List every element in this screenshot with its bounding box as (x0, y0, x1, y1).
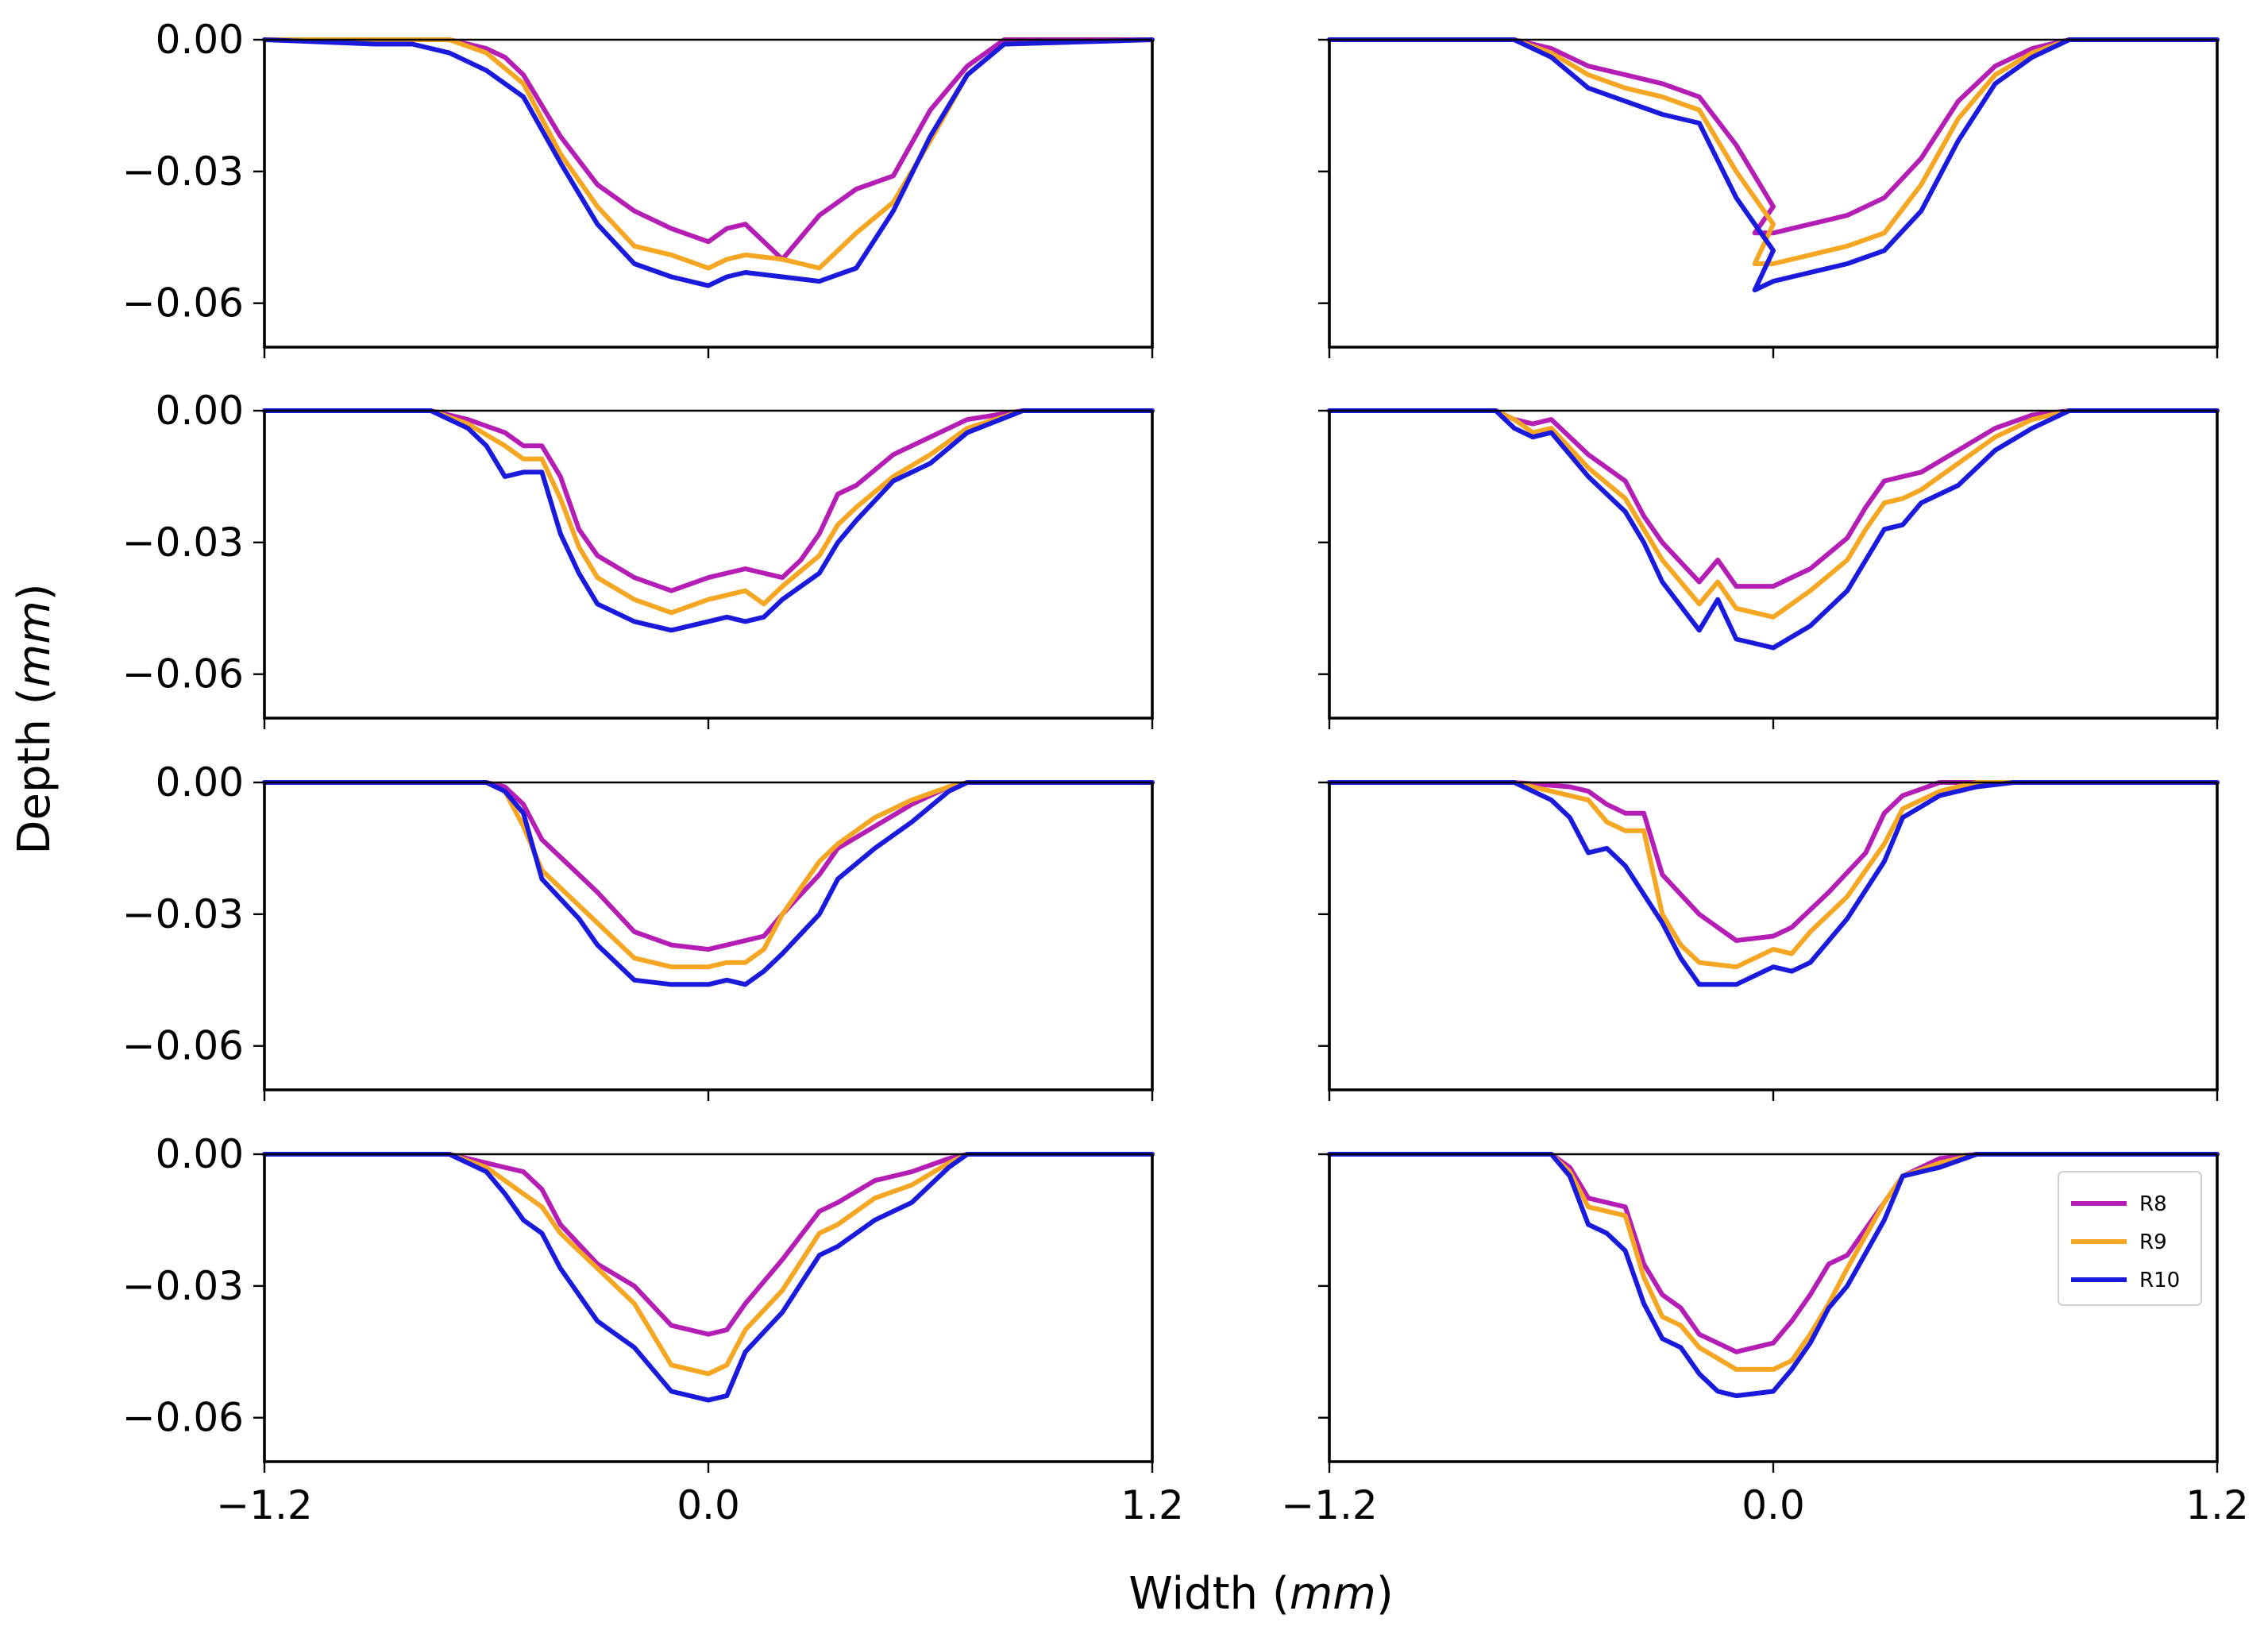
y-tick-label: −0.03 (122, 891, 244, 937)
series-line-r8 (1327, 780, 2220, 943)
y-tick-label: −0.06 (122, 280, 244, 326)
legend-label-r9: R9 (2139, 1230, 2167, 1254)
subplot-row3-left: 0.00 −0.03 −0.06 (122, 759, 1155, 1101)
y-tick-label: 0.00 (156, 1131, 244, 1177)
y-tick-label: −0.03 (122, 149, 244, 195)
x-tick-label: −1.2 (216, 1482, 312, 1528)
y-axis-label-open-paren: ( (9, 687, 60, 705)
series-line-r10 (1327, 37, 2220, 293)
series-line-r8 (262, 780, 1155, 952)
axes-frame (263, 1154, 1154, 1463)
axes-frame (1328, 411, 2219, 720)
axes-frame (1328, 40, 2219, 349)
series-line-r9 (262, 37, 1155, 271)
y-tick-label: 0.00 (156, 759, 244, 805)
y-tick-label: −0.03 (122, 520, 244, 566)
x-axis-label-unit: mm (1290, 1568, 1376, 1620)
series-line-r10 (262, 780, 1155, 987)
y-axis-label: Depth (mm) (9, 583, 60, 854)
series-line-r8 (262, 1152, 1155, 1337)
y-tick-label: −0.06 (122, 1395, 244, 1441)
axes-frame (263, 40, 1154, 349)
y-tick-label: −0.06 (122, 1023, 244, 1069)
series-line-r8 (1327, 37, 2220, 236)
y-axis-label-close-paren: ) (9, 583, 60, 601)
panels: 0.00 −0.03 −0.06 0.00 −0.03 −0.06 0.00 −0.03 −0.… (122, 17, 2249, 1528)
series-line-r10 (262, 408, 1155, 633)
series-line-r8 (262, 37, 1155, 262)
subplot-row4-left: 0.00 −0.03 −0.06 −1.2 0.0 1.2 (122, 1131, 1184, 1528)
y-tick-label: −0.03 (122, 1263, 244, 1309)
x-tick-label: 0.0 (677, 1482, 740, 1528)
series-line-r8 (1327, 408, 2220, 589)
legend-label-r8: R8 (2139, 1192, 2167, 1216)
subplot-row2-right (1318, 408, 2220, 729)
x-tick-label: 1.2 (2185, 1482, 2249, 1528)
subplot-row4-right: −1.2 0.0 1.2 R8 R9 R10 (1281, 1152, 2249, 1528)
x-axis-label-close-paren: ) (1376, 1568, 1394, 1620)
x-tick-label: 1.2 (1120, 1482, 1184, 1528)
x-axis-label: Width (mm) (1128, 1568, 1393, 1620)
series-line-r10 (1327, 408, 2220, 651)
series-line-r9 (262, 1152, 1155, 1377)
series-line-r10 (1327, 780, 2220, 987)
y-tick-label: 0.00 (156, 17, 244, 63)
series-line-r9 (1327, 780, 2220, 970)
x-axis-label-text: Width (1128, 1568, 1258, 1620)
series-line-r9 (262, 408, 1155, 616)
legend-label-r10: R10 (2139, 1269, 2180, 1292)
series-line-r9 (1327, 37, 2220, 266)
subplot-row2-left: 0.00 −0.03 −0.06 (122, 388, 1155, 729)
x-tick-label: 0.0 (1742, 1482, 1805, 1528)
x-axis-label-open-paren: ( (1272, 1568, 1290, 1620)
x-tick-label: −1.2 (1281, 1482, 1377, 1528)
series-line-r10 (262, 1152, 1155, 1403)
axes-frame (263, 782, 1154, 1091)
y-axis-label-text: Depth (9, 719, 60, 855)
y-tick-label: −0.06 (122, 651, 244, 697)
subplot-row1-left: 0.00 −0.03 −0.06 (122, 17, 1155, 358)
series-line-r10 (1327, 1152, 2220, 1399)
series-line-r9 (262, 780, 1155, 970)
y-tick-label: 0.00 (156, 388, 244, 434)
subplot-row3-right (1318, 780, 2220, 1101)
series-line-r9 (1327, 408, 2220, 620)
series-line-r8 (262, 408, 1155, 593)
series-line-r10 (262, 37, 1155, 288)
legend: R8 R9 R10 (2058, 1171, 2202, 1306)
y-axis-label-unit: mm (9, 601, 60, 687)
axes-frame (263, 411, 1154, 720)
subplot-row1-right (1318, 37, 2220, 358)
